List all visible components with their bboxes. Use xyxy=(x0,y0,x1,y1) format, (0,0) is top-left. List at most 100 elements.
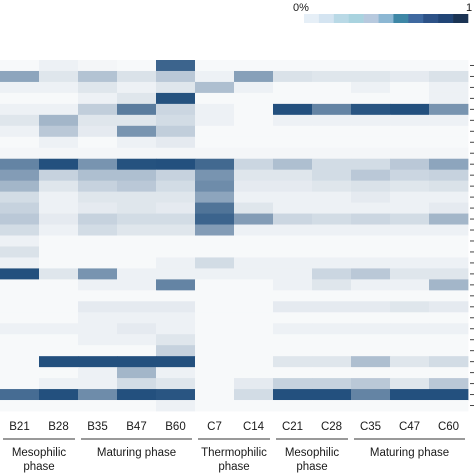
heatmap-cell xyxy=(312,92,352,105)
heatmap-cell xyxy=(0,257,40,269)
heatmap-cell xyxy=(429,301,469,313)
heatmap-cell xyxy=(39,235,79,247)
heatmap-cell xyxy=(351,147,391,160)
heatmap-cell xyxy=(39,92,79,105)
heatmap-cell xyxy=(312,279,352,291)
heatmap-cell xyxy=(117,202,157,214)
heatmap-cell xyxy=(39,158,79,171)
heatmap-cell xyxy=(234,202,274,214)
heatmap-cell xyxy=(312,301,352,313)
heatmap-cell xyxy=(39,180,79,193)
heatmap-cell xyxy=(273,378,313,390)
heatmap-cell xyxy=(234,312,274,324)
heatmap-cell xyxy=(39,246,79,258)
heatmap-cell xyxy=(390,125,430,138)
column-label: B35 xyxy=(87,421,107,433)
heatmap-cell xyxy=(78,169,118,182)
heatmap-cell xyxy=(390,257,430,269)
heatmap-cell xyxy=(117,92,157,105)
heatmap-cell xyxy=(390,323,430,335)
heatmap-cell xyxy=(117,60,157,72)
heatmap-cell xyxy=(390,224,430,236)
heatmap-cell xyxy=(0,191,40,203)
heatmap-cell xyxy=(429,257,469,269)
heatmap-cell xyxy=(78,312,118,324)
heatmap-cell xyxy=(156,334,196,346)
heatmap-cell xyxy=(429,169,469,182)
heatmap-cell xyxy=(117,312,157,324)
heatmap-cell xyxy=(312,290,352,302)
heatmap-cell xyxy=(156,367,196,379)
heatmap-cell xyxy=(312,81,352,94)
heatmap-cell xyxy=(429,213,469,225)
heatmap-cell xyxy=(156,191,196,203)
row-tick-marks xyxy=(470,64,474,407)
heatmap-cell xyxy=(312,323,352,335)
heatmap-cell xyxy=(429,323,469,335)
heatmap-cell xyxy=(273,323,313,335)
heatmap-cell xyxy=(234,268,274,280)
column-label: B28 xyxy=(48,421,68,433)
heatmap-cell xyxy=(195,268,235,280)
heatmap-cell xyxy=(351,312,391,324)
heatmap-cell xyxy=(429,70,469,83)
heatmap-cell xyxy=(78,323,118,335)
heatmap-cell xyxy=(39,400,79,412)
heatmap-cell xyxy=(39,312,79,324)
heatmap-cell xyxy=(234,246,274,258)
heatmap-cell xyxy=(429,125,469,138)
heatmap-cell xyxy=(429,400,469,412)
heatmap-cell xyxy=(195,92,235,105)
heatmap-cell xyxy=(117,191,157,203)
legend-color-bar xyxy=(304,14,469,23)
heatmap-cell xyxy=(273,367,313,379)
heatmap-cell xyxy=(312,345,352,357)
heatmap-cell xyxy=(195,136,235,149)
heatmap-cell xyxy=(234,191,274,203)
heatmap-cell xyxy=(273,70,313,83)
heatmap-cell xyxy=(117,400,157,412)
heatmap-cell xyxy=(429,191,469,203)
heatmap-cell xyxy=(312,169,352,182)
heatmap-cell xyxy=(117,389,157,401)
heatmap-cell xyxy=(312,202,352,214)
heatmap-cell xyxy=(312,191,352,203)
heatmap-cell xyxy=(351,213,391,225)
heatmap-cell xyxy=(351,334,391,346)
heatmap-cell xyxy=(429,290,469,302)
heatmap-cell xyxy=(273,257,313,269)
heatmap-cell xyxy=(78,257,118,269)
heatmap-cell xyxy=(351,70,391,83)
heatmap-cell xyxy=(195,114,235,127)
heatmap-cell xyxy=(273,345,313,357)
heatmap-cell xyxy=(429,378,469,390)
heatmap-cell xyxy=(234,367,274,379)
heatmap-cell xyxy=(429,235,469,247)
heatmap-cell xyxy=(351,114,391,127)
heatmap-cell xyxy=(0,301,40,313)
heatmap-cell xyxy=(390,400,430,412)
column-label: C7 xyxy=(207,421,222,433)
heatmap-cell xyxy=(234,301,274,313)
heatmap-cell xyxy=(351,367,391,379)
heatmap-cell xyxy=(429,81,469,94)
heatmap-cell xyxy=(195,103,235,116)
heatmap-cell xyxy=(78,136,118,149)
heatmap-cell xyxy=(312,224,352,236)
heatmap-cell xyxy=(39,70,79,83)
heatmap-cell xyxy=(78,202,118,214)
heatmap-cell xyxy=(273,312,313,324)
heatmap-cell xyxy=(39,169,79,182)
heatmap-cell xyxy=(78,356,118,368)
heatmap-cell xyxy=(390,356,430,368)
heatmap-cell xyxy=(117,147,157,160)
heatmap-cell xyxy=(0,136,40,149)
heatmap-cell xyxy=(351,191,391,203)
group-label: Maturing phase xyxy=(97,447,176,459)
heatmap-cell xyxy=(234,224,274,236)
heatmap-cell xyxy=(351,268,391,280)
heatmap-cell xyxy=(312,235,352,247)
heatmap-cell xyxy=(351,345,391,357)
heatmap-cell xyxy=(156,169,196,182)
heatmap-cell xyxy=(195,367,235,379)
